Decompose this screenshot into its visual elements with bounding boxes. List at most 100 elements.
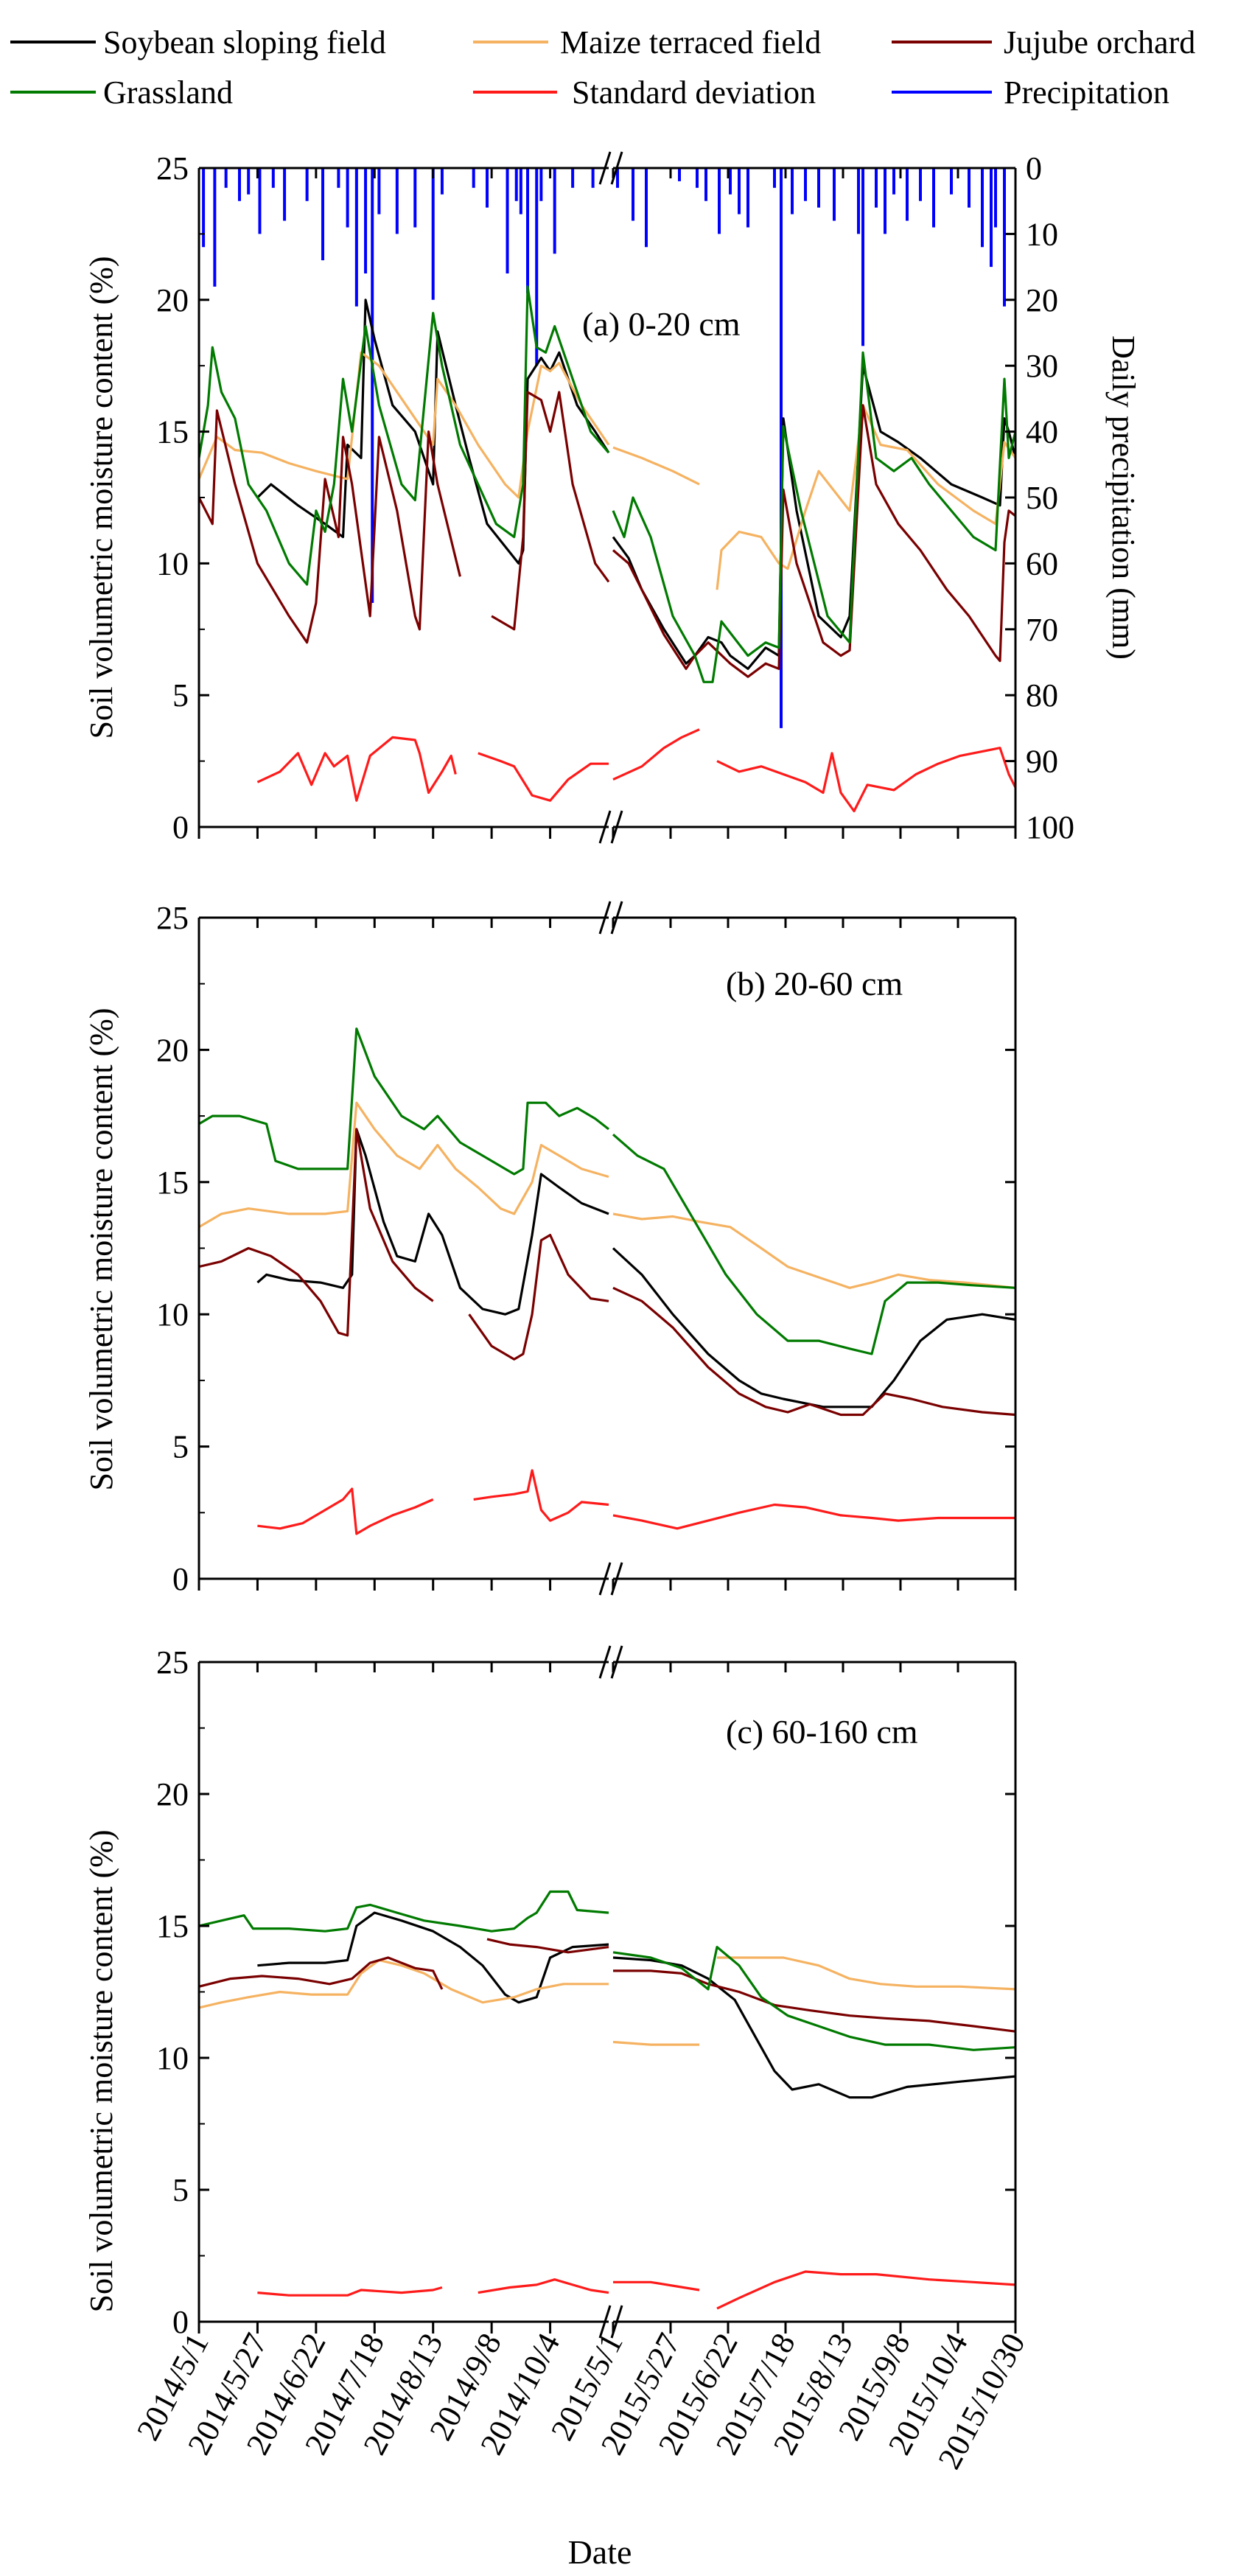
- panel-a-y-tick-label: 15: [156, 414, 189, 450]
- panel-b-y-tick-label: 25: [156, 900, 189, 936]
- panel-a-y2-tick-label: 50: [1026, 480, 1058, 516]
- panel-c-y-tick-label: 5: [172, 2172, 189, 2208]
- panel-a-line-standard-deviation: [478, 753, 609, 800]
- panel-a-line-soybean-sloping-field: [613, 366, 1015, 669]
- panel-a-y2-tick-label: 30: [1026, 348, 1058, 384]
- panel-a-y2-tick-label: 70: [1026, 612, 1058, 648]
- panel-a-line-maize-terraced-field: [717, 405, 1015, 590]
- panel-c-frame: [199, 1662, 1015, 2322]
- panel-a-line-standard-deviation: [257, 737, 455, 800]
- panel-c: 0 5 10 15 20 25 (c) 60-160 cm Soil volumetric…: [83, 1644, 1015, 2340]
- panel-a-y2-title: Daily precipitation (mm): [1105, 335, 1141, 660]
- panel-a-y-title: Soil volumetric moisture content (%): [83, 256, 119, 739]
- panel-a-y2-tick-label: 90: [1026, 744, 1058, 780]
- panel-a-frame: [199, 168, 1015, 827]
- panel-b-line-jujube-orchard: [613, 1288, 1015, 1414]
- legend-label-maize: Maize terraced field: [560, 24, 821, 60]
- panel-a-line-jujube-orchard: [613, 405, 1015, 677]
- panel-b-frame: [199, 918, 1015, 1579]
- panel-b-y-tick-label: 15: [156, 1165, 189, 1201]
- panel-b: 0 5 10 15 20 25 (b) 20-60 cm Soil volumetric …: [83, 900, 1015, 1597]
- panel-b-x-ticks: [199, 918, 1015, 1591]
- legend-item-soybean: Soybean sloping field: [10, 24, 386, 60]
- panel-b-y-tick-label: 0: [172, 1561, 189, 1597]
- panel-b-y-ticks: 0 5 10 15 20 25: [156, 900, 209, 1597]
- legend-item-std: Standard deviation: [473, 74, 816, 111]
- legend: Soybean sloping field Maize terraced fie…: [10, 24, 1195, 111]
- panel-a-line-standard-deviation: [717, 748, 1015, 811]
- panel-a-y-tick-label: 10: [156, 545, 189, 582]
- panel-a-line-grassland: [199, 287, 609, 584]
- panel-a-line-grassland: [613, 352, 1015, 682]
- panel-a-y2-tick-label: 40: [1026, 414, 1058, 450]
- panel-c-axis-break: [600, 1646, 622, 2338]
- panel-c-y-tick-label: 20: [156, 1776, 189, 1812]
- legend-label-soybean: Soybean sloping field: [103, 24, 386, 60]
- panel-a-line-maize-terraced-field: [613, 447, 699, 484]
- panel-c-y-ticks: 0 5 10 15 20 25: [156, 1644, 209, 2340]
- panel-c-line-soybean-sloping-field: [613, 1958, 1015, 2098]
- x-axis-title: Date: [568, 2533, 632, 2571]
- panel-c-series: [199, 1892, 1015, 2309]
- panel-a: 0 5 10 15 20 25 0 10 20 30 40 50 60 70 80 90 100 (a) 0-2…: [83, 150, 1141, 845]
- panel-a-y2-tick-label: 10: [1026, 216, 1058, 252]
- panel-c-y-tick-label: 10: [156, 2040, 189, 2076]
- panel-b-title: (b) 20-60 cm: [726, 965, 903, 1002]
- panel-b-line-grassland: [613, 1134, 1015, 1354]
- panel-b-axis-break: [600, 901, 622, 1595]
- panel-b-line-standard-deviation: [613, 1505, 1015, 1529]
- panel-c-y-tick-label: 25: [156, 1644, 189, 1680]
- panel-b-y-title: Soil volumetric moisture content (%): [83, 1008, 119, 1491]
- panel-b-y-tick-label: 5: [172, 1429, 189, 1465]
- panel-c-y2-ticks: [1005, 1662, 1015, 2322]
- panel-c-line-maize-terraced-field: [717, 1958, 1015, 1989]
- panel-c-y-tick-label: 15: [156, 1908, 189, 1944]
- panel-b-line-soybean-sloping-field: [257, 1129, 609, 1314]
- panel-a-x-ticks: [199, 168, 1015, 839]
- legend-item-grassland: Grassland: [10, 74, 233, 111]
- panel-b-y-tick-label: 20: [156, 1032, 189, 1068]
- panel-a-y2-tick-label: 80: [1026, 677, 1058, 713]
- panel-c-line-grassland: [613, 1947, 1015, 2050]
- panel-c-title: (c) 60-160 cm: [726, 1713, 918, 1751]
- panel-a-y2-tick-label: 0: [1026, 150, 1042, 186]
- legend-label-grassland: Grassland: [103, 74, 233, 111]
- panel-a-y-tick-label: 20: [156, 282, 189, 318]
- legend-label-std: Standard deviation: [572, 74, 816, 111]
- panel-c-line-jujube-orchard: [613, 1971, 1015, 2031]
- panel-c-line-grassland: [199, 1892, 609, 1932]
- panel-c-x-ticks: [199, 1662, 1015, 2334]
- panel-a-y-tick-label: 5: [172, 677, 189, 713]
- panel-c-line-standard-deviation: [478, 2280, 609, 2293]
- panel-a-y2-tick-label: 60: [1026, 545, 1058, 582]
- panel-a-y2-tick-label: 100: [1026, 809, 1074, 845]
- panel-a-y2-tick-label: 20: [1026, 282, 1058, 318]
- panel-a-series: [199, 168, 1015, 811]
- panel-a-y-tick-label: 25: [156, 150, 189, 186]
- panel-c-y-title: Soil volumetric moisture content (%): [83, 1830, 119, 2313]
- panel-b-line-standard-deviation: [257, 1489, 433, 1534]
- legend-item-precip: Precipitation: [892, 74, 1169, 111]
- panel-a-plot: 0 5 10 15 20 25 0 10 20 30 40 50 60 70 80 90 100: [156, 150, 1074, 845]
- panel-c-line-standard-deviation: [257, 2288, 442, 2296]
- panel-b-line-maize-terraced-field: [613, 1214, 1015, 1288]
- panel-c-line-maize-terraced-field: [613, 2042, 699, 2045]
- panel-b-line-grassland: [199, 1029, 609, 1174]
- panel-b-line-jujube-orchard: [199, 1129, 433, 1336]
- figure: Soybean sloping field Maize terraced fie…: [0, 0, 1252, 2576]
- legend-label-precip: Precipitation: [1004, 74, 1169, 111]
- panel-b-plot: 0 5 10 15 20 25: [156, 900, 1015, 1597]
- panel-b-series: [199, 1029, 1015, 1534]
- panel-a-line-standard-deviation: [613, 730, 699, 780]
- panel-a-axis-break: [600, 152, 622, 843]
- panel-c-line-standard-deviation: [717, 2272, 1015, 2308]
- panel-c-line-standard-deviation: [613, 2282, 699, 2290]
- panel-c-line-soybean-sloping-field: [257, 1913, 609, 2003]
- x-tick-labels: 2014/5/12014/5/272014/6/222014/7/182014/…: [130, 2328, 1032, 2475]
- panel-b-y2-ticks: [1005, 918, 1015, 1579]
- legend-label-jujube: Jujube orchard: [1004, 24, 1195, 60]
- panel-b-y-tick-label: 10: [156, 1296, 189, 1333]
- panel-a-y-ticks: 0 5 10 15 20 25: [156, 150, 209, 845]
- legend-item-maize: Maize terraced field: [473, 24, 821, 60]
- panel-a-y-tick-label: 0: [172, 809, 189, 845]
